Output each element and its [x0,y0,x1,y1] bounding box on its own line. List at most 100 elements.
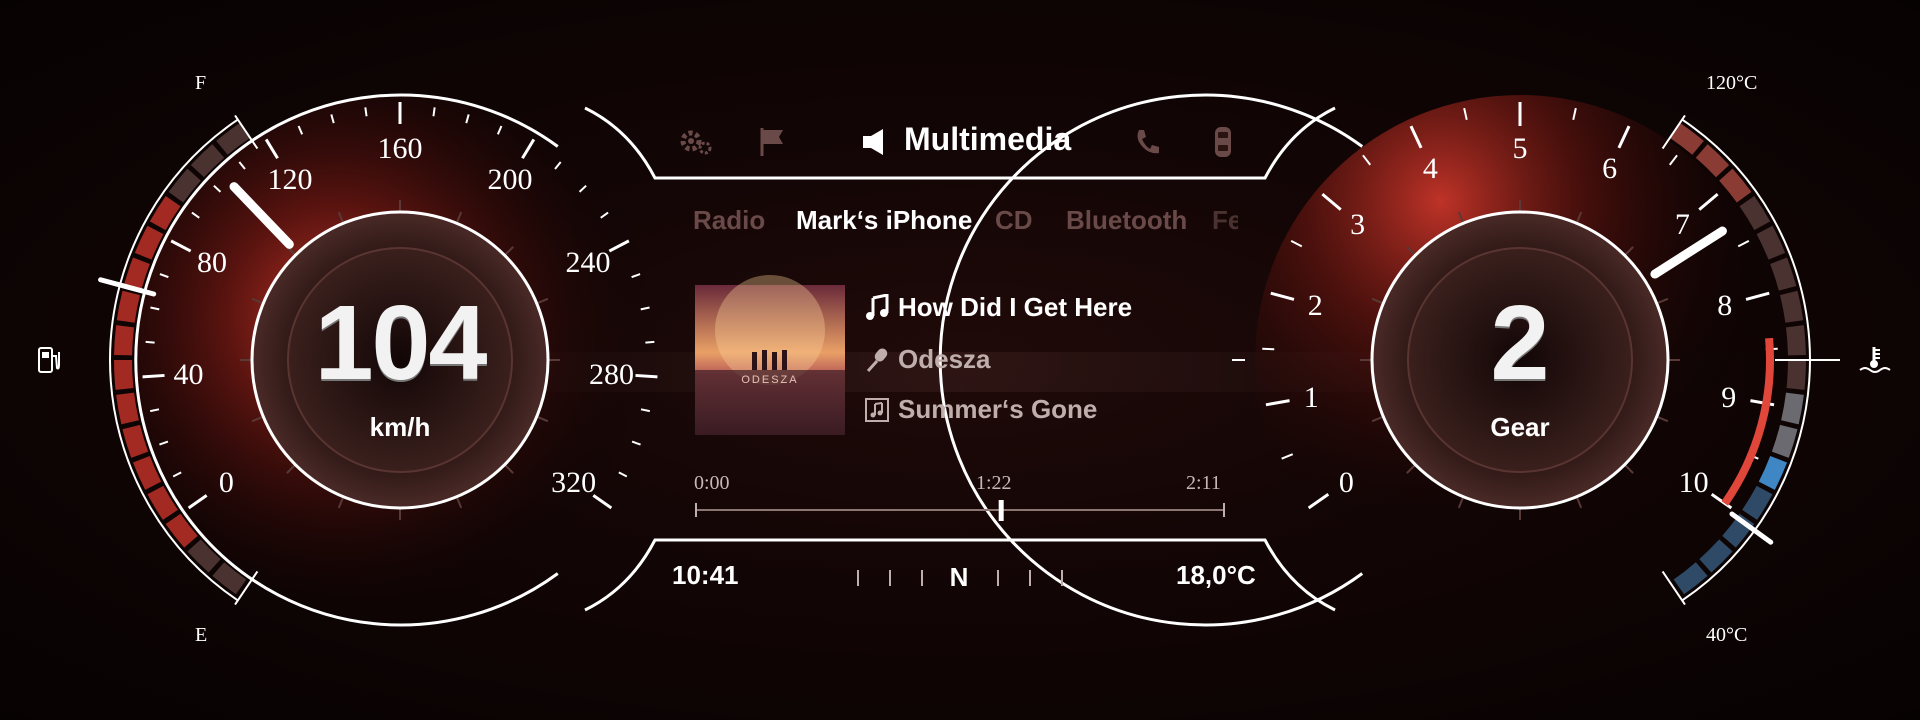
playback-progress-bar[interactable] [695,500,1225,521]
fuel-segment [134,225,164,260]
fuel-segment [190,144,225,178]
tab-marks-iphone[interactable]: Mark‘s iPhone [796,205,973,235]
settings-icon[interactable] [678,124,714,160]
temp-segment [1695,144,1730,178]
minor-tick [640,306,650,311]
progress-thumb[interactable] [998,500,1004,521]
redline-band [1721,337,1774,506]
fuel-empty-tick [234,570,259,606]
center-bottom-frame [584,538,1336,612]
rpm-scale-label: 4 [1422,151,1438,185]
rpm-scale-label: 5 [1512,132,1528,165]
major-tick [592,494,613,510]
temp-segment [1669,122,1704,155]
position-time: 1:22 [976,472,1012,494]
speedometer-outer-ring [134,93,559,627]
fuel-gauge [98,114,259,606]
hub-tick [251,297,264,305]
gear-gauge-hub-inner [1407,247,1633,473]
tab-cd[interactable]: CD [995,205,1033,235]
major-tick [608,239,630,253]
hub-tick [1656,415,1669,423]
album-art-label: ODESZA [741,374,798,386]
minor-tick [631,273,641,279]
temp-segment [1756,225,1786,260]
hub-tick [1575,211,1583,224]
fuel-segment [149,195,181,231]
major-tick [187,494,208,510]
major-tick [1698,193,1719,211]
speedometer-ticks [142,102,658,520]
hub-tick [1457,211,1465,224]
temp-segment [1699,539,1733,573]
fuel-segment [122,424,149,458]
artist-row: Odesza [864,344,991,375]
phone-icon[interactable] [1132,124,1162,160]
hub-tick [455,211,463,224]
temp-segment [1770,257,1797,291]
minor-tick [578,184,587,193]
major-tick [1617,125,1631,149]
minor-tick [238,161,246,170]
minor-tick [554,161,562,170]
album-icon [864,396,892,424]
album-art: ODESZA [695,275,845,435]
header-title: Multimedia [904,121,1072,157]
rpm-scale-label: 1 [1303,380,1319,414]
minor-tick [640,408,651,413]
tab-radio[interactable]: Radio [693,205,766,235]
music-note-icon [864,292,892,322]
fuel-pump-icon [36,344,62,376]
minor-tick [1737,239,1750,248]
gear-label: Gear [1490,412,1550,442]
hub-tick [251,415,264,423]
center-top-frame [584,106,1336,180]
hub-tick [1623,463,1634,474]
temp-segment [1785,325,1806,356]
minor-tick [364,107,368,117]
major-tick [1270,291,1295,301]
album-row: Summer‘s Gone [864,394,1097,425]
rpm-scale-label: 0 [1338,465,1354,499]
major-tick [1409,125,1423,149]
gear-gauge-outer-ring [938,93,1364,627]
minor-tick [618,471,628,478]
speaker-icon [860,124,890,160]
minor-tick [1262,347,1275,351]
center-panel-frame [584,106,1336,612]
minor-tick [297,125,304,135]
hub-tick [1371,297,1384,305]
rpm-scale-label: 6 [1602,151,1618,185]
minor-tick [432,107,436,117]
temp-segment [1719,168,1752,203]
speed-value: 104 [314,284,488,402]
tab-bluetooth[interactable]: Bluetooth [1066,205,1188,235]
fuel-outer-arc [109,118,239,602]
hub-tick [337,211,345,224]
major-tick [1307,492,1330,510]
speed-scale-label: 120 [267,162,313,196]
hub-tick [1406,246,1417,257]
speed-scale-label: 80 [196,246,227,280]
hub-tick [1623,246,1634,257]
tab-overflow[interactable]: Fe [1212,205,1238,235]
temp-segment [1742,485,1773,520]
temp-low-label: 40°C [1706,624,1748,646]
minor-tick [330,114,335,124]
temp-segment [1758,455,1788,490]
hub-tick [1656,297,1669,305]
car-icon[interactable] [1208,124,1238,160]
minor-tick [150,306,160,311]
speedometer-hub-inner [287,247,513,473]
minor-tick [1463,107,1468,121]
rpm-scale-label: 9 [1721,380,1737,414]
minor-tick [172,471,182,478]
fuel-segment [147,485,178,520]
fuel-segment [132,455,162,490]
hub-tick [503,463,514,474]
minor-tick [1572,107,1577,121]
gear-value: 2 [1490,284,1550,402]
flag-icon[interactable] [757,124,787,160]
minor-tick [600,211,609,219]
